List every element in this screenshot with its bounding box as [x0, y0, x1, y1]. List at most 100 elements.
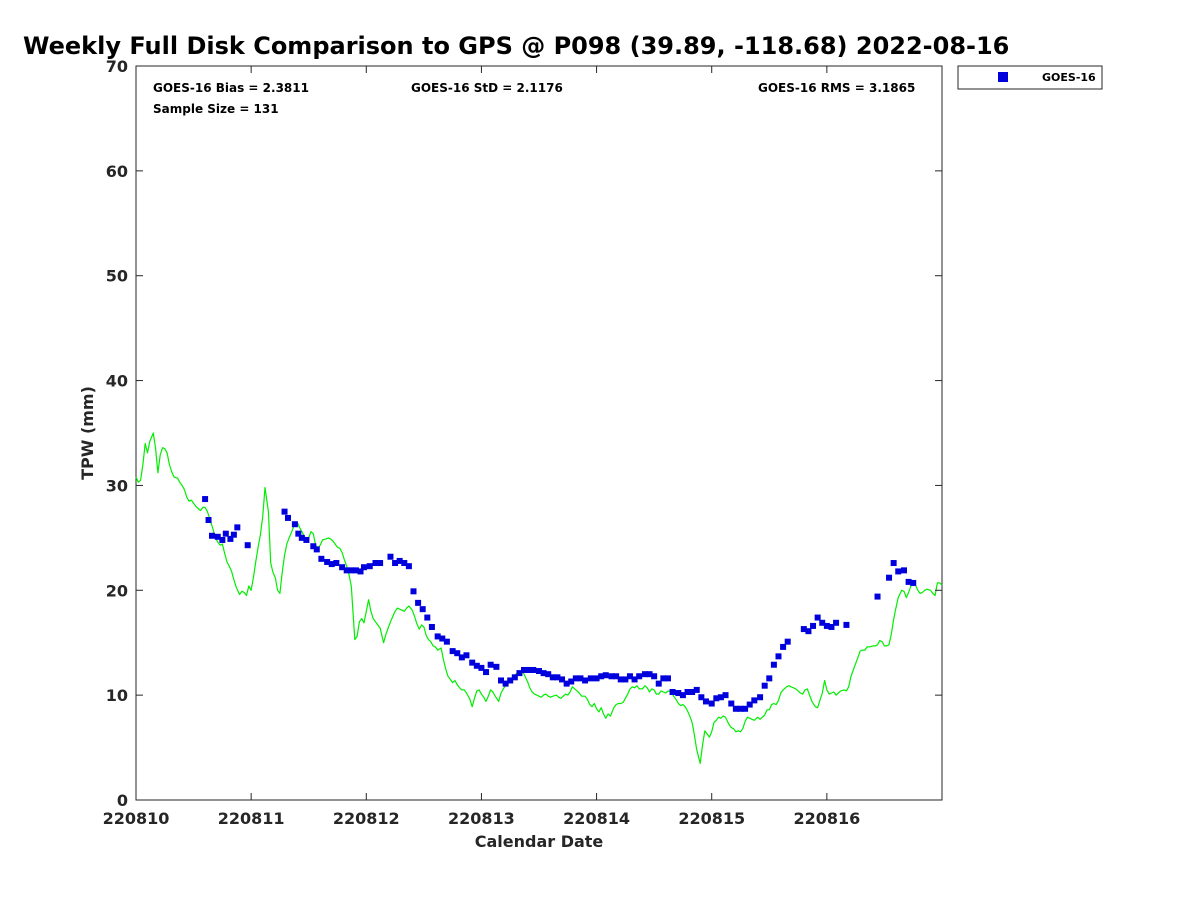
goes16-point — [751, 697, 758, 704]
y-axis-label: TPW (mm) — [78, 386, 97, 480]
goes16-point — [728, 700, 735, 707]
goes16-point — [313, 546, 320, 553]
goes16-point — [410, 588, 417, 595]
goes16-point — [890, 560, 897, 567]
goes16-point — [587, 675, 594, 682]
goes16-point — [348, 567, 355, 574]
x-tick-label: 220814 — [563, 809, 630, 828]
goes16-point — [463, 652, 470, 659]
goes16-point — [473, 662, 480, 669]
goes16-point — [324, 558, 331, 565]
goes16-point — [819, 619, 826, 626]
goes16-point — [222, 530, 229, 537]
goes16-point — [502, 680, 509, 687]
goes16-point — [443, 638, 450, 645]
goes16-point — [810, 622, 817, 629]
goes16-point — [713, 695, 720, 702]
goes16-point — [613, 673, 620, 680]
goes16-point — [372, 560, 379, 567]
goes16-point — [693, 686, 700, 693]
goes16-point — [766, 675, 773, 682]
goes16-point — [636, 673, 643, 680]
goes16-point — [333, 560, 340, 567]
goes16-point — [377, 560, 384, 567]
y-tick-label: 40 — [106, 372, 128, 391]
goes16-point — [521, 666, 528, 673]
goes16-point — [770, 661, 777, 668]
legend-box — [957, 65, 1103, 90]
goes16-point — [843, 621, 850, 628]
goes16-point — [208, 532, 215, 539]
sample-size-stat: Sample Size = 131 — [153, 102, 279, 116]
goes16-point — [458, 654, 465, 661]
goes16-point — [675, 690, 682, 697]
goes16-point — [722, 692, 729, 699]
goes16-point — [352, 567, 359, 574]
y-tick-label: 10 — [106, 686, 128, 705]
goes16-point — [230, 531, 237, 538]
goes16-point — [775, 653, 782, 660]
goes16-point — [469, 659, 476, 666]
goes16-series — [202, 496, 917, 712]
goes16-point — [360, 564, 367, 571]
std-stat: GOES-16 StD = 2.1176 — [411, 81, 563, 95]
goes16-point — [493, 663, 500, 670]
goes16-point — [202, 496, 209, 503]
goes16-point — [684, 688, 691, 695]
goes16-point — [702, 698, 709, 705]
goes16-point — [800, 626, 807, 633]
goes16-point — [343, 567, 350, 574]
y-tick-label: 20 — [106, 581, 128, 600]
plot-area — [135, 65, 943, 801]
goes16-point — [498, 677, 505, 684]
gps-line — [135, 432, 943, 764]
goes16-point — [205, 517, 212, 524]
goes16-point — [905, 578, 912, 585]
goes16-point — [328, 561, 335, 568]
goes16-point — [823, 622, 830, 629]
goes16-point — [419, 606, 426, 613]
goes16-point — [214, 533, 221, 540]
goes16-point — [339, 564, 346, 571]
goes16-point — [805, 628, 812, 635]
goes16-point — [536, 668, 542, 675]
legend: GOES-16 — [957, 65, 1103, 90]
goes16-point — [572, 675, 579, 682]
goes16-point — [828, 623, 835, 630]
goes16-point — [244, 542, 251, 549]
goes16-point — [454, 650, 461, 657]
goes16-point — [507, 677, 514, 684]
goes16-point — [886, 574, 893, 581]
goes16-point — [219, 536, 226, 543]
x-tick-label: 220811 — [218, 809, 285, 828]
goes16-point — [295, 530, 302, 537]
goes16-point — [732, 705, 739, 712]
x-tick-label: 220813 — [448, 809, 515, 828]
goes16-point — [568, 678, 575, 685]
goes16-point — [602, 672, 609, 679]
y-tick-label: 50 — [106, 267, 128, 286]
gps-series — [135, 432, 943, 764]
goes16-point — [622, 676, 629, 683]
y-tick-label: 60 — [106, 162, 128, 181]
goes16-point — [525, 666, 532, 673]
goes16-point — [655, 680, 662, 687]
goes16-point — [646, 671, 653, 678]
goes16-point — [814, 614, 821, 621]
goes16-point — [511, 674, 518, 681]
goes16-point — [833, 619, 840, 626]
goes16-point — [626, 673, 633, 680]
goes16-point — [737, 705, 744, 712]
goes16-point — [708, 700, 715, 707]
x-tick-label: 220816 — [793, 809, 860, 828]
goes16-point — [357, 568, 364, 575]
goes16-point — [910, 579, 917, 586]
goes16-point — [761, 682, 768, 689]
goes16-point — [784, 638, 791, 645]
goes16-point — [641, 671, 648, 678]
goes16-point — [487, 661, 494, 668]
goes16-point — [554, 674, 561, 681]
goes16-point — [651, 673, 658, 680]
goes16-point — [530, 666, 537, 673]
